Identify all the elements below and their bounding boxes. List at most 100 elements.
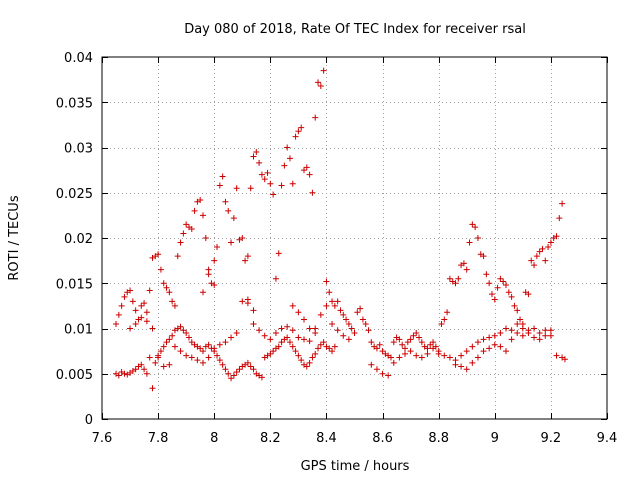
data-point xyxy=(163,339,170,346)
data-point xyxy=(497,275,504,282)
data-point xyxy=(141,300,148,307)
data-point xyxy=(295,334,302,341)
data-point xyxy=(424,345,431,352)
data-point xyxy=(413,330,420,337)
data-point xyxy=(132,307,139,314)
data-point xyxy=(258,171,265,178)
data-point xyxy=(542,332,549,339)
data-point xyxy=(345,320,352,327)
data-point xyxy=(301,316,307,323)
data-point xyxy=(174,253,181,260)
data-point xyxy=(143,370,150,377)
data-point xyxy=(289,327,296,334)
data-point xyxy=(491,341,498,348)
data-point xyxy=(185,334,192,341)
y-tick-labels: 0 0.005 0.01 0.015 0.02 0.025 0.03 0.035 0.04 xyxy=(56,51,93,428)
data-point xyxy=(334,327,341,334)
data-point xyxy=(216,357,223,364)
data-point xyxy=(373,345,380,352)
data-point xyxy=(205,341,212,348)
data-point xyxy=(250,320,257,327)
y-tick-label: 0.02 xyxy=(64,232,93,247)
data-point xyxy=(362,320,369,327)
data-point xyxy=(306,325,313,332)
data-point xyxy=(547,332,554,339)
data-point xyxy=(222,366,229,373)
data-point xyxy=(402,345,408,352)
data-point xyxy=(452,280,459,287)
data-point xyxy=(188,339,195,346)
data-point xyxy=(242,257,249,264)
data-point xyxy=(312,114,319,121)
data-point xyxy=(385,372,392,379)
data-point xyxy=(357,305,364,312)
data-point xyxy=(469,221,476,228)
data-point xyxy=(469,343,476,350)
data-point xyxy=(143,318,150,325)
data-point xyxy=(331,343,338,350)
data-point xyxy=(508,336,515,343)
data-point xyxy=(127,287,134,294)
data-point xyxy=(542,327,549,334)
data-point xyxy=(256,327,263,334)
data-point xyxy=(275,250,282,257)
data-point xyxy=(244,253,251,260)
data-point xyxy=(132,366,139,373)
y-tick-label: 0.025 xyxy=(56,187,93,202)
data-point xyxy=(368,361,375,368)
x-tick-label: 8.2 xyxy=(260,431,281,446)
data-point xyxy=(281,162,288,169)
data-point xyxy=(239,235,246,241)
data-point xyxy=(306,338,313,345)
data-point xyxy=(261,176,268,183)
data-point xyxy=(320,67,327,74)
data-point xyxy=(547,239,554,246)
data-point xyxy=(166,289,173,296)
data-point xyxy=(348,325,355,332)
data-point xyxy=(368,339,375,346)
data-point xyxy=(301,167,307,174)
data-point xyxy=(430,345,437,352)
x-tick-label: 8 xyxy=(210,431,218,446)
data-point xyxy=(267,336,274,343)
data-point xyxy=(446,275,453,282)
data-point xyxy=(547,327,554,334)
data-point xyxy=(483,271,490,278)
data-point xyxy=(396,336,403,343)
data-point xyxy=(236,366,243,373)
data-point xyxy=(315,345,322,352)
x-tick-label: 9 xyxy=(491,431,499,446)
data-point xyxy=(500,278,507,285)
data-point xyxy=(561,356,568,363)
data-point xyxy=(278,182,285,189)
data-point xyxy=(261,332,268,339)
data-point xyxy=(329,298,336,305)
data-point xyxy=(155,354,162,361)
data-point xyxy=(194,357,201,364)
data-point xyxy=(250,307,257,314)
data-point xyxy=(486,345,493,352)
data-point xyxy=(138,302,145,309)
data-point xyxy=(480,336,487,343)
data-point xyxy=(505,289,512,296)
data-point xyxy=(326,289,333,296)
data-point xyxy=(197,345,204,352)
data-point xyxy=(441,352,448,359)
data-point xyxy=(298,124,305,131)
data-point xyxy=(399,341,406,348)
data-point xyxy=(152,359,159,366)
data-point xyxy=(474,235,481,241)
data-point xyxy=(166,336,173,343)
data-point xyxy=(211,257,218,264)
data-point xyxy=(118,302,125,309)
data-point xyxy=(214,352,221,359)
data-point xyxy=(163,284,170,291)
data-point xyxy=(519,325,526,332)
data-point xyxy=(264,169,271,176)
data-point xyxy=(416,334,423,341)
data-point xyxy=(531,334,538,341)
data-point xyxy=(323,278,330,285)
data-point xyxy=(298,357,305,364)
data-point xyxy=(267,350,274,357)
